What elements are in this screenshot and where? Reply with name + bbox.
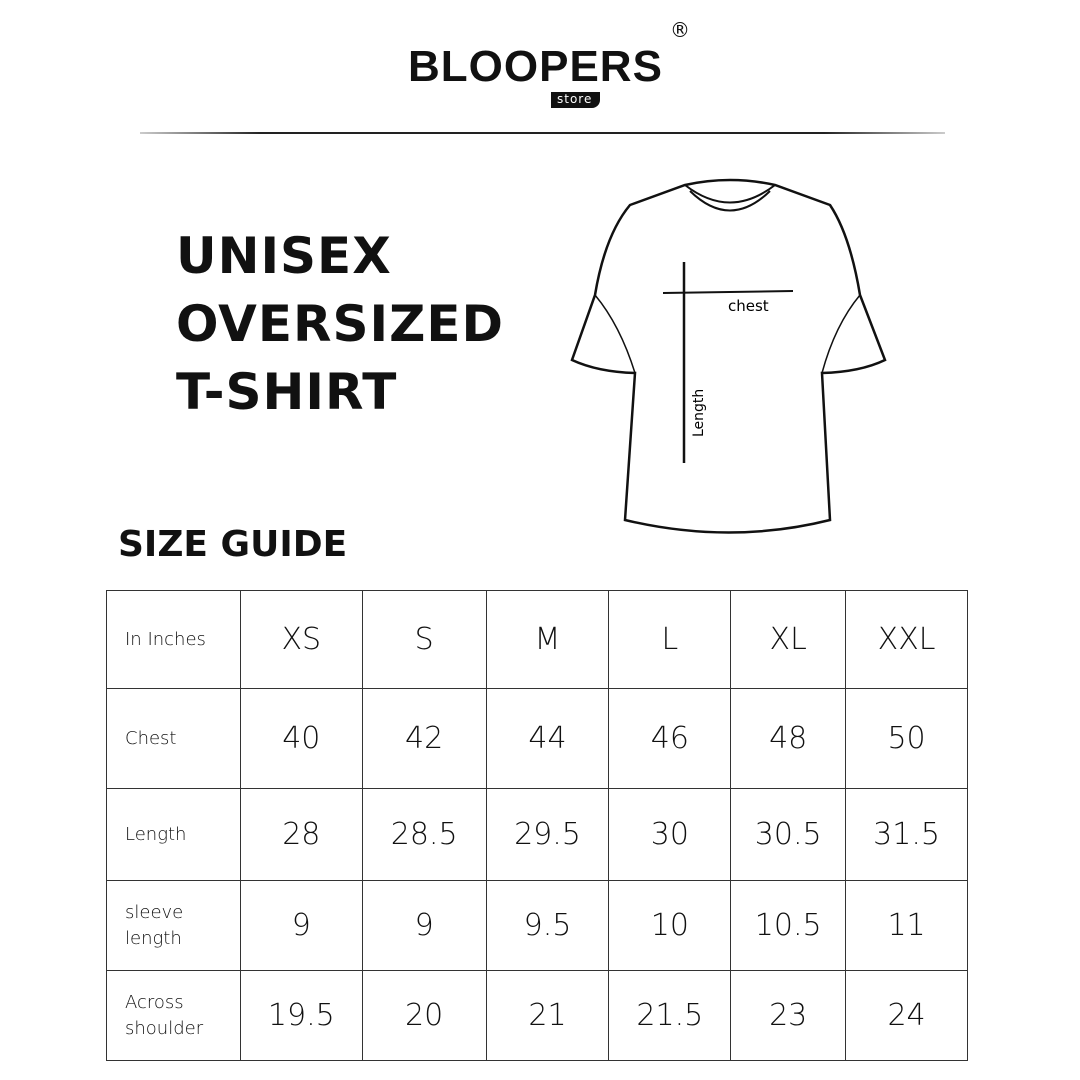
cell: 11 [845, 880, 968, 971]
title-line: T-SHIRT [176, 363, 398, 421]
cell: 30.5 [730, 788, 847, 881]
table-row: Chest 40 42 44 46 48 50 [106, 688, 968, 789]
header-cell: S [361, 590, 487, 689]
cell: 21 [485, 970, 610, 1061]
cell: 40 [239, 688, 363, 789]
table-header-row: In Inches XS S M L XL XXL [106, 590, 968, 689]
cell: 31.5 [845, 788, 968, 881]
row-label: sleeve length [106, 880, 241, 971]
title-line: UNISEX [176, 227, 392, 285]
cell: 28 [239, 788, 363, 881]
cell: 9 [361, 880, 487, 971]
table-row: Across shoulder 19.5 20 21 21.5 23 24 [106, 970, 968, 1061]
cell: 44 [485, 688, 610, 789]
cell: 46 [608, 688, 732, 789]
cell: 21.5 [608, 970, 732, 1061]
tshirt-diagram: chest Length [570, 178, 887, 534]
cell: 50 [845, 688, 968, 789]
cell: 19.5 [239, 970, 363, 1061]
row-label: Chest [106, 688, 241, 789]
cell: 42 [361, 688, 487, 789]
brand-logo: BLOOPERS store ® [408, 18, 698, 118]
row-label: Length [106, 788, 241, 881]
brand-sub: store [551, 92, 601, 108]
header-cell: In Inches [106, 590, 241, 689]
table-row: Length 28 28.5 29.5 30 30.5 31.5 [106, 788, 968, 881]
cell: 10 [608, 880, 732, 971]
tshirt-outline [570, 178, 887, 534]
header-cell: XXL [845, 590, 968, 689]
cell: 28.5 [361, 788, 487, 881]
table-row: sleeve length 9 9 9.5 10 10.5 11 [106, 880, 968, 971]
size-table: In Inches XS S M L XL XXL Chest 40 42 44… [106, 590, 968, 1061]
cell: 24 [845, 970, 968, 1061]
cell: 48 [730, 688, 847, 789]
title-line: OVERSIZED [176, 295, 505, 353]
length-label: Length [691, 389, 707, 437]
divider [140, 132, 945, 134]
brand-name: BLOOPERS [408, 42, 663, 91]
row-label: Across shoulder [106, 970, 241, 1061]
header-cell: L [608, 590, 732, 689]
collar [684, 184, 776, 212]
cell: 29.5 [485, 788, 610, 881]
section-title: SIZE GUIDE [118, 524, 348, 565]
product-title: UNISEX OVERSIZED T-SHIRT [176, 222, 504, 426]
cell: 23 [730, 970, 847, 1061]
cell: 10.5 [730, 880, 847, 971]
registered-mark: ® [670, 18, 690, 42]
header-cell: M [485, 590, 610, 689]
cell: 9.5 [485, 880, 610, 971]
chest-label: chest [728, 297, 769, 315]
header-cell: XL [730, 590, 847, 689]
cell: 9 [239, 880, 363, 971]
cell: 30 [608, 788, 732, 881]
header-cell: XS [239, 590, 363, 689]
cell: 20 [361, 970, 487, 1061]
